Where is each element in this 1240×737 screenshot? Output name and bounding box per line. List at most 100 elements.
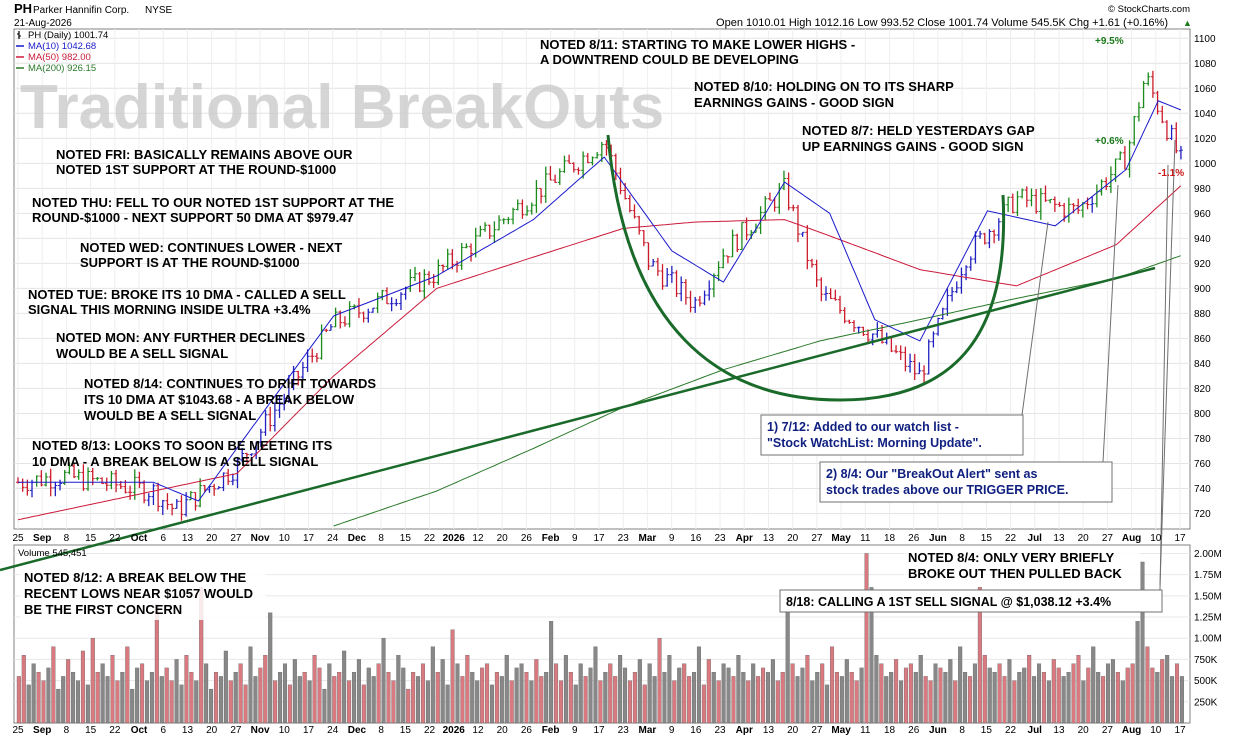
volume-tick: 1.25M bbox=[1194, 613, 1222, 624]
box-line: stock trades above our TRIGGER PRICE. bbox=[826, 483, 1068, 497]
volume-bar bbox=[613, 676, 618, 724]
volume-bar bbox=[130, 688, 135, 724]
volume-bar bbox=[948, 659, 953, 724]
x-tick: 20 bbox=[497, 725, 509, 736]
note-line: NOTED WED: CONTINUES LOWER - NEXT bbox=[80, 240, 342, 255]
price-panel-frame bbox=[13, 28, 1191, 530]
x-tick: 26 bbox=[521, 725, 533, 736]
volume-bar bbox=[652, 676, 657, 724]
price-tick: 1060 bbox=[1194, 84, 1217, 95]
volume-bar bbox=[800, 667, 805, 724]
volume-bar bbox=[677, 667, 682, 724]
volume-bar bbox=[209, 688, 214, 724]
x-tick: 16 bbox=[690, 533, 702, 544]
x-tick: 10 bbox=[279, 533, 291, 544]
volume-bar bbox=[154, 604, 159, 724]
breakout-alert-box: 2) 8/4: Our "BreakOut Alert" sent as sto… bbox=[819, 461, 1113, 503]
note-line: BROKE OUT THEN PULLED BACK bbox=[908, 566, 1122, 581]
volume-bar bbox=[184, 655, 189, 724]
volume-bar bbox=[1041, 671, 1046, 724]
volume-bar bbox=[1170, 676, 1175, 724]
volume-bar bbox=[149, 671, 154, 724]
volume-bar bbox=[795, 676, 800, 724]
x-tick: 22 bbox=[424, 533, 436, 544]
volume-bar bbox=[573, 684, 578, 724]
note-line: WOULD BE A SELL SIGNAL bbox=[84, 408, 256, 423]
volume-tick: 1.50M bbox=[1194, 591, 1222, 602]
volume-bar bbox=[248, 646, 253, 724]
x-tick: Apr bbox=[736, 533, 753, 544]
volume-bar bbox=[66, 659, 71, 724]
x-tick: 20 bbox=[1078, 725, 1090, 736]
volume-bar bbox=[765, 671, 770, 724]
volume-bar bbox=[499, 676, 504, 724]
note-8-11: NOTED 8/11: STARTING TO MAKE LOWER HIGHS… bbox=[540, 37, 855, 67]
volume-bar bbox=[401, 667, 406, 724]
volume-bar bbox=[938, 667, 943, 724]
volume-bar bbox=[504, 655, 509, 724]
volume-tick: 250K bbox=[1194, 697, 1218, 708]
volume-bar bbox=[71, 671, 76, 724]
x-tick: 18 bbox=[884, 725, 896, 736]
volume-bar bbox=[864, 553, 869, 724]
volume-bar bbox=[263, 655, 268, 724]
volume-bar bbox=[756, 676, 761, 724]
volume-bar bbox=[524, 671, 529, 724]
note-line: WOULD BE A SELL SIGNAL bbox=[56, 346, 228, 361]
volume-bar bbox=[396, 655, 401, 724]
note-line: NOTED THU: FELL TO OUR NOTED 1ST SUPPORT… bbox=[32, 195, 394, 210]
price-tick: 980 bbox=[1194, 184, 1211, 195]
volume-bar bbox=[1076, 655, 1081, 724]
x-axis-volume: 25 Sep 8 15 22 Oct 6 13 20 27 Nov 10 17 24 Dec 8 15 22 202… bbox=[12, 725, 1186, 736]
x-tick: Sep bbox=[33, 533, 51, 544]
volume-bar bbox=[273, 680, 278, 724]
volume-bar bbox=[425, 680, 430, 724]
volume-bar bbox=[913, 671, 918, 724]
x-tick: 26 bbox=[908, 725, 920, 736]
x-tick: 8 bbox=[959, 725, 965, 736]
note-line: RECENT LOWS NEAR $1057 WOULD bbox=[24, 586, 253, 601]
volume-bar bbox=[972, 663, 977, 724]
cup-pattern-arc bbox=[606, 134, 1006, 402]
volume-bar bbox=[85, 684, 90, 724]
note-8-7: NOTED 8/7: HELD YESTERDAYS GAP UP EARNIN… bbox=[802, 123, 1035, 154]
volume-bar bbox=[90, 638, 95, 724]
x-tick: 13 bbox=[182, 533, 194, 544]
volume-bar bbox=[125, 646, 130, 724]
x-tick: 22 bbox=[109, 533, 121, 544]
note-line: SUPPORT IS AT THE ROUND-$1000 bbox=[80, 255, 300, 270]
watchlist-box: 1) 7/12: Added to our watch list - "Stoc… bbox=[760, 414, 1024, 456]
volume-bar bbox=[642, 684, 647, 724]
note-8-13: NOTED 8/13: LOOKS TO SOON BE MEETING ITS… bbox=[32, 438, 333, 469]
x-tick: 8 bbox=[64, 725, 70, 736]
x-tick: 17 bbox=[593, 533, 605, 544]
ma50-line bbox=[17, 185, 1182, 521]
volume-bar bbox=[278, 671, 283, 724]
volume-bar bbox=[879, 663, 884, 724]
box-line: "Stock WatchList: Morning Update". bbox=[767, 436, 982, 450]
volume-bar bbox=[578, 663, 583, 724]
pointer-line-1 bbox=[1021, 221, 1049, 416]
volume-bar bbox=[608, 663, 613, 724]
volume-bar bbox=[741, 671, 746, 724]
volume-bar bbox=[1066, 671, 1071, 724]
volume-bar bbox=[908, 663, 913, 724]
x-tick: 13 bbox=[763, 725, 775, 736]
note-line: SIGNAL THIS MORNING INSIDE ULTRA +3.4% bbox=[28, 302, 311, 317]
volume-bar bbox=[731, 676, 736, 724]
x-tick: 24 bbox=[327, 533, 339, 544]
volume-bar bbox=[75, 680, 81, 724]
volume-bar bbox=[514, 667, 519, 724]
x-tick: 22 bbox=[1005, 533, 1017, 544]
price-tick: 1080 bbox=[1194, 59, 1217, 70]
volume-bar bbox=[785, 612, 790, 724]
volume-bar bbox=[1027, 655, 1032, 724]
volume-bar bbox=[790, 663, 795, 724]
volume-bar bbox=[657, 638, 662, 724]
volume-bar bbox=[430, 646, 435, 724]
volume-bar bbox=[233, 671, 238, 724]
volume-bar bbox=[327, 663, 332, 724]
volume-bar bbox=[982, 655, 987, 724]
watermark: Traditional BreakOuts bbox=[20, 73, 664, 142]
